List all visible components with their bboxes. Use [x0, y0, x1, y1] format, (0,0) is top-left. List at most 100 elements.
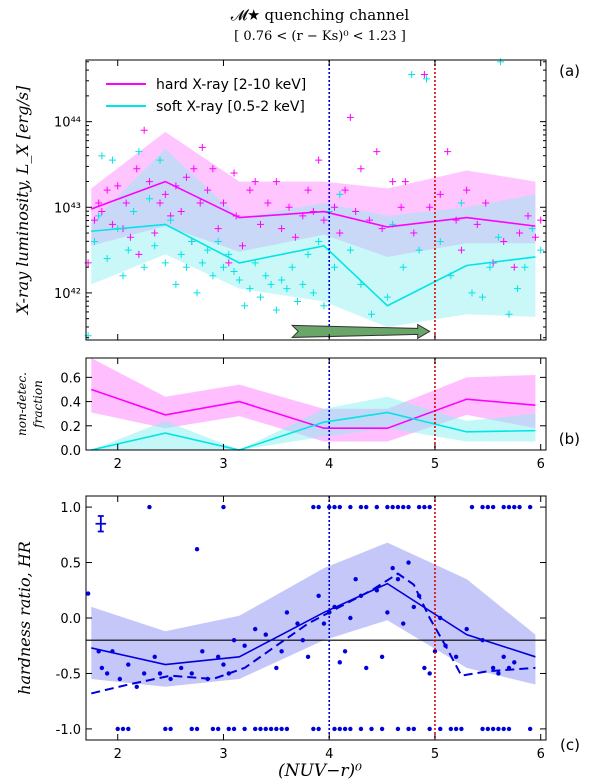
a-point-1-56 — [415, 246, 423, 254]
c-ytick-label-4: 1.0 — [60, 501, 81, 516]
a-point-1-25 — [214, 238, 222, 246]
c-point-8 — [141, 671, 147, 676]
b-y-axis-label-line1: non-detec. — [15, 372, 29, 436]
c-point-38 — [353, 576, 358, 582]
c-point-19 — [221, 662, 226, 667]
a-point-0-36 — [264, 199, 272, 207]
a-point-0-24 — [198, 143, 206, 151]
a-point-1-64 — [494, 233, 502, 241]
x-axis-label: (NUV−r)⁰ — [278, 761, 362, 781]
c-point-95 — [438, 726, 443, 732]
a-point-1-70 — [537, 246, 545, 254]
c-point-122 — [427, 504, 432, 510]
a-point-0-34 — [251, 178, 259, 186]
c-point-10 — [152, 654, 157, 660]
a-point-0-70 — [510, 263, 518, 271]
a-point-1-48 — [336, 190, 344, 198]
a-point-1-36 — [272, 306, 280, 314]
a-point-0-71 — [516, 229, 524, 237]
c-point-81 — [284, 726, 290, 732]
a-ytick-label-1: 10⁴³ — [54, 201, 81, 216]
c-point-91 — [395, 726, 401, 732]
a-point-0-66 — [473, 220, 481, 228]
c-point-127 — [501, 504, 506, 510]
a-point-0-59 — [420, 71, 428, 79]
a-point-1-22 — [198, 259, 206, 267]
a-point-0-19 — [177, 208, 185, 216]
c-point-97 — [453, 726, 459, 732]
c-point-92 — [406, 726, 411, 732]
b-ytick-label-3: 0.6 — [60, 371, 81, 386]
c-point-83 — [316, 726, 321, 732]
c-point-26 — [279, 649, 284, 654]
a-point-1-37 — [278, 276, 286, 284]
a-point-1-67 — [513, 285, 521, 293]
a-y-axis-label: X-ray luminosity, L_X [erg/s] — [13, 85, 32, 316]
c-panel-label: (c) — [560, 736, 580, 754]
a-point-1-41 — [299, 280, 307, 288]
a-frame — [85, 59, 547, 341]
a-point-1-11 — [140, 263, 148, 271]
c-point-59 — [496, 671, 501, 676]
c-point-108 — [327, 504, 332, 510]
figure-title: 𝓜★ quenching channel — [231, 6, 410, 24]
a-band-1 — [91, 149, 536, 328]
a-point-0-61 — [436, 190, 444, 198]
c-point-109 — [332, 504, 337, 510]
c-point-55 — [453, 654, 459, 660]
a-point-1-39 — [288, 263, 296, 271]
a-point-1-5 — [108, 156, 116, 164]
b-ytick-label-2: 0.4 — [60, 396, 81, 411]
b-y-axis-label-line2: fraction — [31, 380, 45, 429]
c-median-line — [91, 582, 536, 666]
b-xtick-label-3: 5 — [431, 457, 439, 472]
a-point-1-68 — [521, 263, 529, 271]
a-point-0-42 — [304, 186, 312, 194]
a-point-1-63 — [486, 263, 494, 271]
a-point-1-50 — [357, 280, 365, 288]
a-point-1-10 — [135, 148, 143, 156]
a-point-1-21 — [193, 289, 201, 297]
c-point-73 — [231, 726, 237, 732]
a-panel-label: (a) — [559, 62, 580, 80]
c-point-112 — [358, 504, 364, 510]
a-point-1-31 — [246, 285, 254, 293]
c-point-52 — [432, 649, 438, 654]
a-point-0-57 — [401, 178, 409, 186]
a-point-0-2 — [95, 199, 103, 207]
a-point-0-4 — [103, 186, 111, 194]
c-xtick-label-2: 4 — [325, 747, 333, 762]
a-point-0-55 — [389, 178, 397, 186]
a-point-0-60 — [426, 203, 434, 211]
c-point-131 — [527, 504, 533, 510]
c-point-96 — [448, 726, 454, 732]
c-point-94 — [427, 726, 432, 732]
c-ytick-label-3: 0.5 — [60, 557, 81, 572]
a-point-1-8 — [124, 246, 132, 254]
a-point-0-25 — [204, 186, 212, 194]
a-point-0-72 — [524, 212, 532, 220]
a-point-1-15 — [161, 259, 169, 267]
c-point-24 — [263, 632, 268, 637]
c-point-116 — [390, 504, 395, 510]
c-point-43 — [385, 610, 390, 615]
c-point-124 — [480, 504, 485, 510]
c-point-71 — [215, 726, 221, 732]
a-point-0-28 — [219, 199, 227, 207]
c-point-35 — [337, 660, 342, 665]
c-point-74 — [242, 726, 247, 732]
a-point-1-19 — [182, 263, 190, 271]
a-point-1-66 — [505, 310, 513, 318]
c-point-31 — [316, 593, 321, 599]
c-point-85 — [337, 726, 342, 732]
a-point-0-8 — [122, 199, 130, 207]
a-point-1-13 — [151, 242, 159, 250]
a-point-0-45 — [320, 216, 328, 224]
c-point-60 — [501, 654, 506, 660]
c-point-16 — [200, 649, 205, 654]
a-point-1-55 — [408, 71, 416, 79]
b-xtick-label-1: 3 — [219, 457, 227, 472]
figure-subtitle: [ 0.76 < (r − Ks)⁰ < 1.23 ] — [234, 29, 406, 44]
a-point-0-37 — [272, 178, 280, 186]
